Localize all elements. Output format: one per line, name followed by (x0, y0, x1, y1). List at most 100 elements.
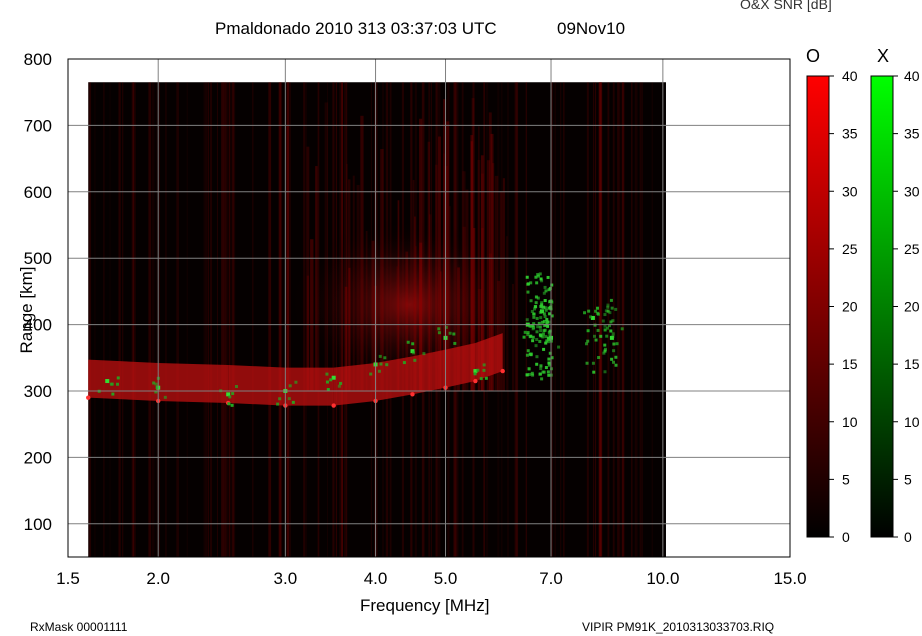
x-trace-speckle (531, 327, 535, 331)
noise-streak (209, 82, 213, 558)
o-trace-point (500, 368, 505, 374)
x-cluster-speckle (540, 279, 544, 283)
x-trace-speckle (422, 352, 426, 356)
o-echo-streak (473, 228, 476, 391)
o-echo-streak (471, 98, 475, 392)
x-trace-speckle (227, 402, 231, 406)
x-cluster-speckle (546, 324, 550, 328)
y-tick-label: 500 (24, 249, 52, 268)
x-cluster-speckle (586, 339, 590, 343)
x-trace-speckle (411, 342, 415, 346)
o-echo-streak (438, 136, 441, 391)
x-trace-speckle (535, 316, 539, 320)
x-cluster-speckle (547, 361, 551, 365)
noise-streak (642, 82, 643, 558)
x-trace-speckle (583, 311, 587, 315)
x-trace-speckle (541, 332, 545, 336)
noise-streak (550, 82, 554, 558)
o-echo-streak (512, 283, 514, 391)
noise-streak (203, 82, 206, 558)
x-trace-speckle (476, 368, 480, 372)
x-cluster-speckle (603, 370, 607, 374)
o-echo-streak (352, 175, 355, 391)
x-cluster-speckle (593, 334, 597, 338)
x-trace-speckle (605, 326, 609, 330)
o-colorbar (806, 75, 830, 538)
o-echo-streak (462, 226, 466, 391)
x-trace-speckle (109, 382, 113, 386)
x-trace-speckle (369, 372, 373, 376)
o-echo-streak (505, 236, 508, 391)
x-cluster-speckle (539, 329, 543, 333)
x-trace-speckle (596, 306, 600, 310)
x-cluster-speckle (547, 340, 551, 344)
x-cluster-speckle (537, 321, 541, 325)
noise-streak (148, 82, 152, 558)
x-trace-speckle (557, 345, 561, 349)
o-trace-segment (375, 356, 413, 401)
o-echo-streak (462, 171, 466, 391)
x-cluster-speckle (611, 332, 615, 336)
noise-streak (165, 82, 167, 558)
colorbar-tick-label: 25 (904, 241, 920, 257)
x-trace-speckle (379, 362, 383, 366)
x-cluster-speckle (540, 303, 544, 307)
x-cluster-speckle (611, 319, 615, 323)
x-trace-speckle (615, 342, 619, 346)
x-cluster-speckle (527, 367, 531, 371)
o-echo-streak (315, 166, 318, 391)
x-cluster-speckle (547, 363, 551, 367)
x-trace-speckle (539, 316, 543, 320)
noise-streak (595, 82, 597, 558)
noise-streak (224, 82, 227, 558)
noise-streak (89, 82, 92, 558)
x-trace-speckle (230, 403, 234, 407)
o-echo-streak (486, 160, 491, 391)
x-cluster-speckle (596, 328, 600, 332)
colorbar-tick-label: 30 (842, 183, 858, 199)
o-trace-segment (412, 349, 446, 395)
x-cluster-speckle (525, 275, 529, 279)
noise-streak (280, 82, 283, 558)
x-trace-speckle (603, 328, 607, 332)
o-echo-streak (371, 240, 375, 391)
x-trace-point (226, 392, 231, 397)
noise-streak (207, 82, 209, 558)
o-echo-streak (481, 228, 484, 391)
x-tick-label: 7.0 (539, 569, 563, 588)
x-trace-speckle (482, 368, 486, 372)
x-cluster-speckle (526, 349, 530, 353)
x-trace-speckle (325, 372, 329, 376)
x-cluster-speckle (546, 320, 550, 324)
o-echo-streak (488, 112, 492, 391)
noise-streak (606, 82, 608, 558)
noise-streak (231, 82, 234, 558)
x-trace-speckle (294, 380, 298, 384)
x-cluster-speckle (544, 335, 548, 339)
x-axis-label: Frequency [MHz] (360, 596, 490, 615)
x-cluster-speckle (525, 353, 529, 357)
x-cluster-speckle (542, 324, 546, 328)
noise-streak (621, 82, 624, 558)
noise-streak (94, 82, 96, 558)
x-trace-speckle (228, 395, 232, 399)
x-cluster-speckle (596, 311, 600, 315)
x-trace-speckle (453, 341, 457, 345)
o-echo-streak (491, 163, 495, 391)
x-cluster-speckle (528, 352, 532, 356)
x-cluster-speckle (530, 371, 534, 375)
x-cluster-speckle (531, 324, 535, 328)
x-colorbar (870, 75, 894, 538)
x-cluster-speckle (606, 303, 610, 307)
x-cluster-speckle (610, 357, 614, 361)
x-cluster-speckle (608, 311, 612, 315)
o-trace-segment (228, 364, 286, 406)
noise-streak (617, 82, 620, 558)
x-cluster-speckle (614, 307, 618, 311)
x-cluster-speckle (585, 342, 589, 346)
x-cluster-speckle (536, 273, 540, 277)
x-cluster-speckle (529, 299, 533, 303)
o-echo-streak (415, 246, 417, 391)
colorbar-tick-label: 20 (904, 299, 920, 315)
x-trace-speckle (437, 331, 441, 335)
